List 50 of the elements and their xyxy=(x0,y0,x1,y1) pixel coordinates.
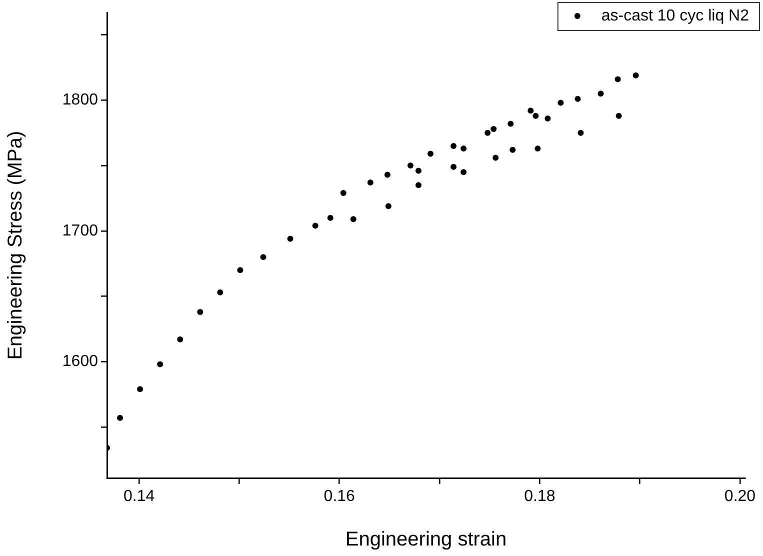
point xyxy=(407,162,414,169)
point xyxy=(544,115,551,122)
point xyxy=(237,267,244,274)
point xyxy=(558,100,564,106)
point xyxy=(137,386,144,392)
point xyxy=(616,112,622,119)
point xyxy=(492,154,499,161)
point xyxy=(312,222,318,229)
point xyxy=(367,180,374,186)
point xyxy=(578,130,584,136)
point xyxy=(508,120,514,127)
point xyxy=(450,164,457,170)
point xyxy=(157,361,164,368)
point xyxy=(415,182,422,188)
y-axis-title: Engineering Stress (MPa) xyxy=(4,130,27,360)
point xyxy=(484,130,491,136)
point xyxy=(197,308,204,315)
point xyxy=(177,336,184,342)
point xyxy=(415,168,422,174)
point xyxy=(350,216,356,222)
point xyxy=(217,289,224,296)
x-tick-label: 0.14 xyxy=(123,488,155,506)
point xyxy=(450,142,457,149)
point xyxy=(632,72,639,78)
x-axis-title: Engineering strain xyxy=(345,528,507,551)
point xyxy=(528,108,534,114)
x-tick-label: 0.18 xyxy=(524,488,556,506)
point xyxy=(460,169,467,176)
point xyxy=(510,146,516,153)
point xyxy=(532,112,539,119)
point xyxy=(614,76,621,82)
point xyxy=(260,254,266,260)
point xyxy=(490,126,497,132)
x-tick-label: 0.20 xyxy=(724,488,756,506)
point xyxy=(574,96,581,102)
point xyxy=(534,146,541,152)
y-tick-label: 1800 xyxy=(62,92,98,109)
point xyxy=(428,150,434,157)
y-tick-label: 1600 xyxy=(62,353,98,370)
point xyxy=(117,414,124,421)
x-tick-label: 0.16 xyxy=(324,488,356,506)
point xyxy=(327,214,334,221)
point xyxy=(598,90,604,97)
point xyxy=(460,146,467,152)
legend-label: as-cast 10 cyc liq N2 xyxy=(601,7,750,24)
point xyxy=(384,172,390,178)
point xyxy=(340,190,346,196)
y-tick-label: 1700 xyxy=(62,222,98,240)
point xyxy=(287,236,294,242)
point xyxy=(385,203,392,210)
